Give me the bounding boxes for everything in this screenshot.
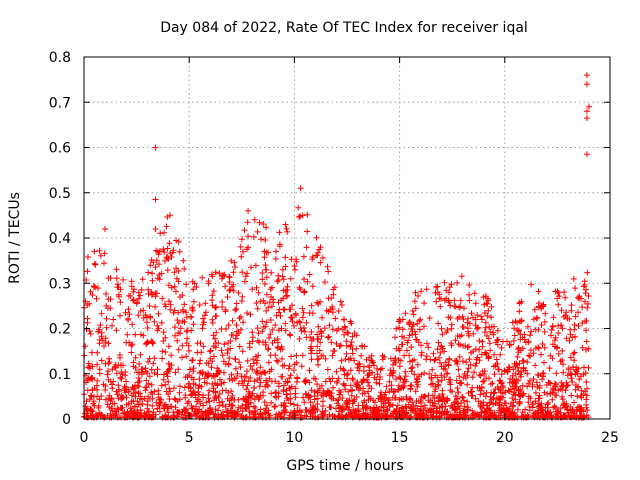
y-tick-label: 0.1 <box>49 367 71 383</box>
y-tick-label: 0 <box>62 412 71 428</box>
chart-title: Day 084 of 2022, Rate Of TEC Index for r… <box>160 20 528 36</box>
x-axis-label: GPS time / hours <box>286 458 403 474</box>
x-tick-label: 25 <box>601 430 619 446</box>
x-tick-label: 20 <box>496 430 514 446</box>
x-tick-labels: 0 5 10 15 20 25 <box>80 430 619 446</box>
x-tick-label: 5 <box>185 430 194 446</box>
plot-frame <box>83 56 611 420</box>
y-tick-label: 0.2 <box>49 322 71 338</box>
y-tick-label: 0.6 <box>49 141 71 157</box>
y-tick-label: 0.3 <box>49 276 71 292</box>
x-tick-label: 10 <box>285 430 303 446</box>
data-points <box>81 72 592 421</box>
x-tick-label: 15 <box>391 430 409 446</box>
y-tick-label: 0.4 <box>49 231 71 247</box>
y-axis-label: ROTI / TECUs <box>7 192 23 284</box>
axis-ticks <box>83 56 611 420</box>
roti-plus-markers <box>81 72 592 421</box>
x-tick-label: 0 <box>80 430 89 446</box>
y-tick-labels: 0 0.1 0.2 0.3 0.4 0.5 0.6 0.7 0.8 <box>49 50 71 428</box>
y-tick-label: 0.8 <box>49 50 71 66</box>
y-tick-label: 0.5 <box>49 186 71 202</box>
grid-lines <box>84 57 610 419</box>
y-tick-label: 0.7 <box>49 95 71 111</box>
